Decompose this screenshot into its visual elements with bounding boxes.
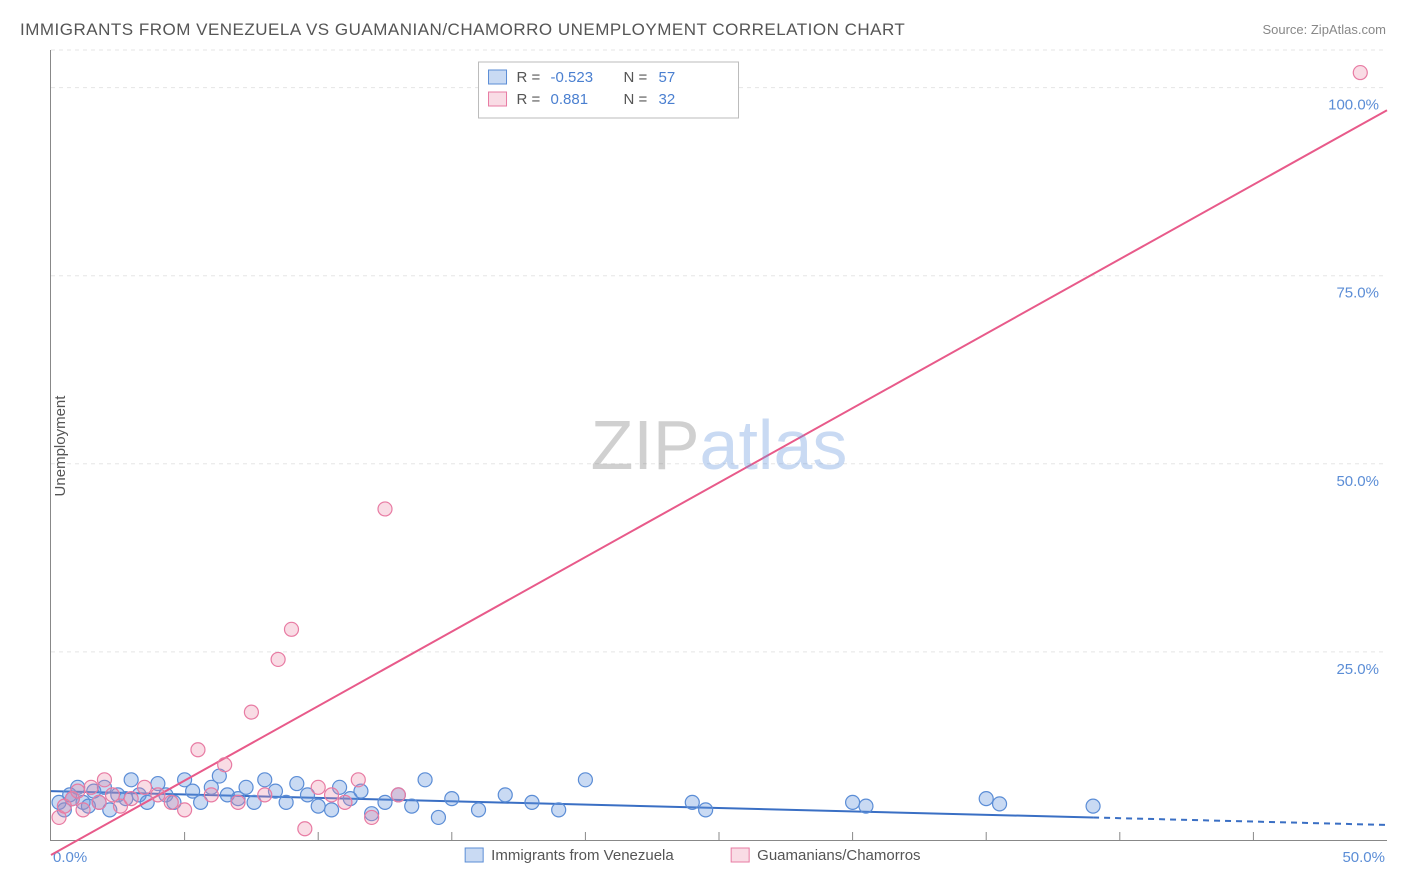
data-point <box>365 810 379 824</box>
data-point <box>258 788 272 802</box>
data-point <box>151 788 165 802</box>
data-point <box>1353 66 1367 80</box>
source-label: Source: ZipAtlas.com <box>1262 22 1386 37</box>
data-point <box>178 803 192 817</box>
data-point <box>979 792 993 806</box>
legend-n-value: 32 <box>659 91 676 108</box>
data-point <box>431 810 445 824</box>
data-point <box>859 799 873 813</box>
data-point <box>311 780 325 794</box>
data-point <box>405 799 419 813</box>
data-point <box>311 799 325 813</box>
legend-n-label: N = <box>624 69 648 86</box>
trend-line-dashed <box>1093 818 1387 825</box>
legend-r-label: R = <box>517 69 541 86</box>
data-point <box>204 788 218 802</box>
legend-n-value: 57 <box>659 69 676 86</box>
data-point <box>138 780 152 794</box>
data-point <box>76 803 90 817</box>
data-point <box>279 795 293 809</box>
data-point <box>164 795 178 809</box>
data-point <box>391 788 405 802</box>
data-point <box>124 792 138 806</box>
data-point <box>578 773 592 787</box>
data-point <box>325 803 339 817</box>
data-point <box>525 795 539 809</box>
data-point <box>239 780 253 794</box>
legend-swatch <box>489 70 507 84</box>
y-tick-label: 50.0% <box>1336 473 1379 490</box>
legend-r-label: R = <box>517 91 541 108</box>
legend-swatch <box>489 92 507 106</box>
legend-r-value: 0.881 <box>551 91 589 108</box>
data-point <box>191 743 205 757</box>
data-point <box>552 803 566 817</box>
data-point <box>97 773 111 787</box>
data-point <box>418 773 432 787</box>
legend-r-value: -0.523 <box>551 69 594 86</box>
data-point <box>244 705 258 719</box>
legend-n-label: N = <box>624 91 648 108</box>
data-point <box>84 780 98 794</box>
data-point <box>325 788 339 802</box>
data-point <box>445 792 459 806</box>
data-point <box>338 795 352 809</box>
y-tick-label: 100.0% <box>1328 97 1379 114</box>
legend-series-label: Immigrants from Venezuela <box>491 847 674 864</box>
legend-swatch <box>465 848 483 862</box>
data-point <box>993 797 1007 811</box>
data-point <box>71 784 85 798</box>
y-tick-label: 25.0% <box>1336 661 1379 678</box>
data-point <box>1086 799 1100 813</box>
chart-container: IMMIGRANTS FROM VENEZUELA VS GUAMANIAN/C… <box>0 0 1406 892</box>
data-point <box>258 773 272 787</box>
data-point <box>271 652 285 666</box>
plot-area: 25.0%50.0%75.0%100.0%0.0%50.0%R =-0.523N… <box>50 50 1387 841</box>
data-point <box>124 773 138 787</box>
legend-series-label: Guamanians/Chamorros <box>757 847 920 864</box>
y-tick-label: 75.0% <box>1336 285 1379 302</box>
data-point <box>378 795 392 809</box>
data-point <box>284 622 298 636</box>
data-point <box>846 795 860 809</box>
data-point <box>472 803 486 817</box>
data-point <box>290 777 304 791</box>
chart-title: IMMIGRANTS FROM VENEZUELA VS GUAMANIAN/C… <box>20 20 905 40</box>
data-point <box>378 502 392 516</box>
data-point <box>92 795 106 809</box>
data-point <box>218 758 232 772</box>
legend-swatch <box>731 848 749 862</box>
data-point <box>685 795 699 809</box>
data-point <box>498 788 512 802</box>
data-point <box>298 822 312 836</box>
trend-line <box>51 110 1387 855</box>
scatter-plot-svg: 25.0%50.0%75.0%100.0%0.0%50.0%R =-0.523N… <box>51 50 1387 840</box>
data-point <box>351 773 365 787</box>
data-point <box>699 803 713 817</box>
data-point <box>231 795 245 809</box>
x-tick-label: 50.0% <box>1342 849 1385 866</box>
